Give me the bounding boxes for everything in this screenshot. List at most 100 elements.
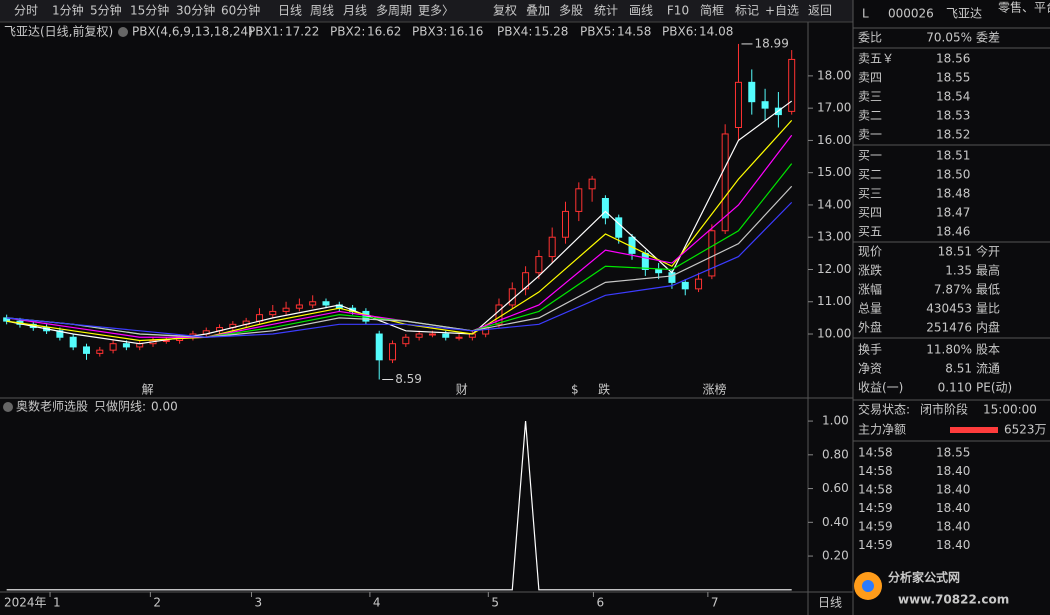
toolbar-button[interactable]: 画线	[629, 4, 653, 18]
stat-label: 总量	[858, 302, 882, 316]
y-tick-label: 14.00	[817, 197, 851, 211]
indicator-series-name: 只做阴线:	[94, 399, 146, 414]
candle-body	[761, 101, 769, 109]
toolbar-button[interactable]: 叠加	[526, 4, 550, 18]
legend-value: 15.28	[534, 25, 568, 39]
book-label: 买四	[858, 206, 882, 220]
book-label: 买三	[858, 187, 882, 201]
toolbar-button[interactable]: 30分钟	[176, 3, 215, 18]
x-tick-label: 3	[254, 596, 262, 610]
book-price: 18.53	[936, 109, 970, 123]
book-label: 卖五￥	[858, 52, 894, 66]
candle-body	[788, 58, 796, 112]
stat-label: 换手	[858, 343, 882, 357]
candle-body	[721, 133, 729, 232]
tick-price: 18.40	[936, 520, 970, 534]
toolbar-button[interactable]: 复权	[493, 4, 517, 18]
flow-label: 主力净额	[858, 423, 906, 437]
stat-label: 涨幅	[858, 282, 882, 297]
toolbar-button[interactable]: 多周期	[376, 4, 412, 18]
tick-price: 18.40	[936, 483, 970, 497]
indicator-icon[interactable]	[118, 27, 128, 37]
toolbar-button[interactable]: 60分钟	[221, 3, 260, 18]
book-price: 18.47	[936, 206, 970, 220]
candle-body	[442, 333, 450, 338]
candle-body	[56, 330, 64, 338]
x-tick-label: 7	[711, 596, 719, 610]
toolbar-button[interactable]: 简框	[700, 4, 724, 18]
event-marker[interactable]: $	[571, 383, 579, 397]
event-marker[interactable]: 跌	[598, 382, 610, 397]
event-marker[interactable]: 涨榜	[703, 382, 727, 397]
tick-time: 14:59	[858, 501, 893, 515]
candle-body	[588, 178, 596, 190]
toolbar-button[interactable]: F10	[667, 4, 689, 18]
candle-body	[109, 343, 117, 351]
stat-value: 8.51	[945, 362, 972, 376]
toolbar-button[interactable]: 1分钟	[52, 3, 84, 18]
tick-time: 14:58	[858, 464, 893, 478]
toolbar-button[interactable]: 5分钟	[90, 3, 122, 18]
legend-name: PBX4:	[497, 25, 532, 39]
toolbar-button[interactable]: +自选	[765, 4, 799, 18]
stat-label2: 最高	[976, 263, 1000, 278]
toolbar-button[interactable]: 更多〉	[418, 4, 454, 18]
flag: L	[862, 7, 869, 21]
legend-name: PBX3:	[412, 25, 447, 39]
toolbar-button[interactable]: 统计	[594, 4, 618, 18]
status-value: 闭市阶段	[920, 402, 968, 417]
toolbar-button[interactable]: 15分钟	[130, 3, 169, 18]
toolbar-button[interactable]: 周线	[310, 4, 334, 18]
year-label: 2024年	[4, 596, 47, 610]
event-marker[interactable]: 财	[456, 383, 468, 397]
book-price: 18.55	[936, 71, 970, 85]
tick-time: 14:58	[858, 483, 893, 497]
toolbar-button[interactable]: 返回	[808, 4, 832, 18]
y-tick-label: 0.60	[822, 481, 849, 495]
stat-label: 收益(一)	[858, 381, 903, 395]
y-tick-label: 0.40	[822, 515, 849, 529]
legend-name: PBX1:	[248, 25, 283, 39]
event-marker[interactable]: 解	[142, 383, 154, 397]
candle-body	[561, 210, 569, 238]
stock-name: 飞亚达	[946, 7, 982, 21]
book-price: 18.50	[936, 168, 970, 182]
stat-label2: 内盘	[976, 320, 1000, 335]
tick-price: 18.55	[936, 446, 970, 460]
y-tick-label: 18.00	[817, 68, 851, 82]
candle-body	[641, 252, 649, 270]
book-price: 18.46	[936, 225, 970, 239]
toolbar-button[interactable]: 日线	[278, 4, 302, 18]
min-label: 8.59	[395, 372, 422, 386]
toolbar-button[interactable]: 月线	[343, 4, 367, 18]
stat-value: 0.110	[938, 381, 972, 395]
candle-body	[322, 301, 330, 306]
x-tick-label: 2	[153, 596, 161, 610]
ratio-label2: 委差	[976, 31, 1000, 45]
book-price: 18.48	[936, 187, 970, 201]
toolbar-button[interactable]: 标记	[735, 4, 759, 18]
logo-title: 分析家公式网	[888, 570, 960, 585]
book-price: 18.56	[936, 52, 970, 66]
y-tick-label: 1.00	[822, 414, 849, 428]
period-label[interactable]: 日线	[818, 596, 842, 610]
stock-tags: 零售、平台	[998, 0, 1050, 15]
stat-label2: 量比	[976, 302, 1000, 316]
y-tick-label: 17.00	[817, 101, 851, 115]
indicator-icon[interactable]	[3, 402, 13, 412]
book-label: 卖一	[858, 128, 882, 142]
toolbar-bg	[0, 0, 853, 22]
stat-label: 外盘	[858, 320, 882, 335]
candle-body	[548, 236, 556, 258]
x-tick-label: 5	[491, 596, 499, 610]
status-time: 15:00:00	[983, 403, 1037, 417]
candle-body	[748, 81, 756, 103]
toolbar-button[interactable]: 多股	[559, 4, 583, 18]
toolbar-button[interactable]: 分时	[14, 4, 38, 18]
candle-body	[389, 343, 397, 361]
legend-name: PBX2:	[330, 25, 365, 39]
series-line	[6, 201, 793, 338]
y-tick-label: 0.20	[822, 549, 849, 563]
candle-body	[575, 188, 583, 212]
